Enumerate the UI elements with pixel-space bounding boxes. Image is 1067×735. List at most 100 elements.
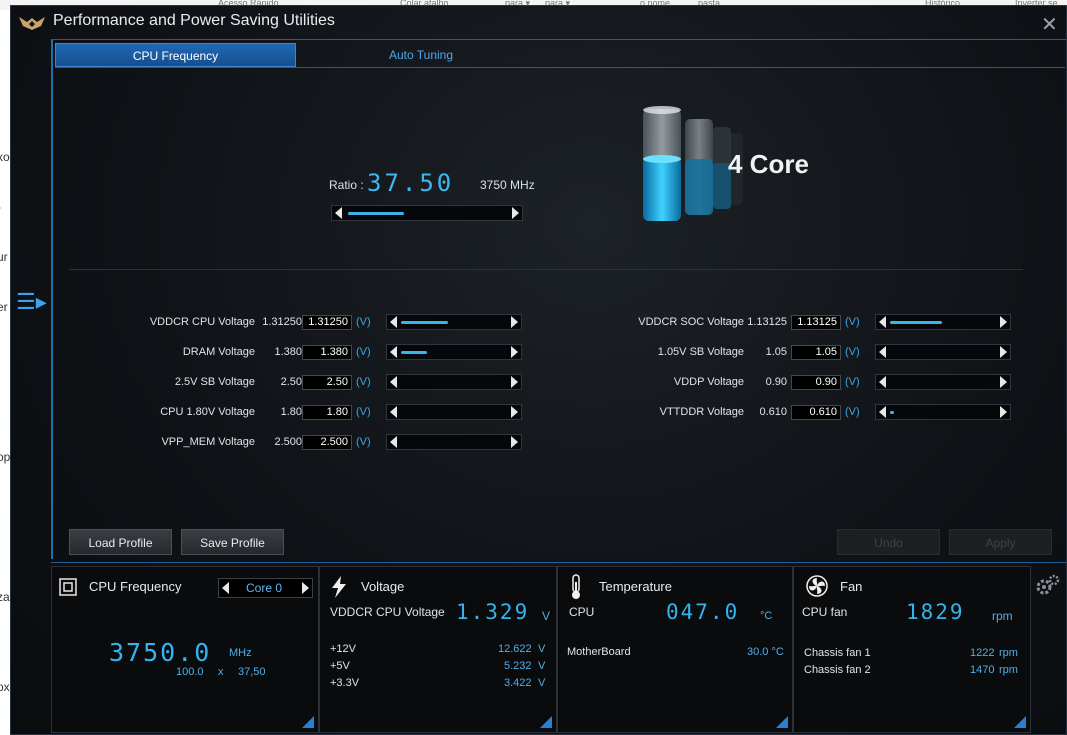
- voltage-slider[interactable]: [386, 344, 522, 360]
- core-selector[interactable]: Core 0: [218, 578, 313, 598]
- separator: [69, 269, 1023, 270]
- window-title: Performance and Power Saving Utilities: [53, 12, 335, 29]
- voltage-slider[interactable]: [875, 344, 1011, 360]
- voltage-input[interactable]: 1.05: [791, 345, 841, 360]
- slider-right-arrow-icon[interactable]: [1000, 406, 1007, 418]
- voltage-current-value: 1.31250: [262, 316, 302, 328]
- slider-left-arrow-icon[interactable]: [390, 376, 397, 388]
- temperature-main-label: CPU: [569, 605, 595, 619]
- tab-cpu-frequency[interactable]: CPU Frequency: [55, 43, 296, 67]
- voltage-label: DRAM Voltage: [182, 346, 255, 358]
- temperature-row-value: 30.0 °C: [747, 646, 784, 658]
- slider-left-arrow-icon[interactable]: [335, 207, 342, 219]
- voltage-unit: (V): [845, 346, 860, 358]
- slider-fill: [401, 321, 448, 324]
- voltage-input[interactable]: 0.610: [791, 405, 841, 420]
- slider-right-arrow-icon[interactable]: [511, 346, 518, 358]
- bg-text: Histórico: [925, 0, 961, 8]
- slider-fill: [348, 212, 404, 215]
- main-panel: [51, 39, 1066, 563]
- menu-expand-icon[interactable]: ☰▸: [16, 289, 47, 314]
- slider-right-arrow-icon[interactable]: [511, 316, 518, 328]
- bg-text: pasta: [698, 0, 721, 8]
- undo-button[interactable]: Undo: [837, 529, 940, 555]
- cpu-frequency-value: 3750.0: [109, 638, 212, 667]
- resize-corner-icon[interactable]: [776, 716, 788, 728]
- voltage-input[interactable]: 2.50: [302, 375, 352, 390]
- fan-main-unit: rpm: [992, 609, 1013, 623]
- load-profile-button[interactable]: Load Profile: [69, 529, 172, 555]
- sidebar: [11, 39, 53, 559]
- voltage-unit: (V): [356, 436, 371, 448]
- voltage-slider[interactable]: [386, 404, 522, 420]
- slider-left-arrow-icon[interactable]: [879, 376, 886, 388]
- slider-left-arrow-icon[interactable]: [879, 406, 886, 418]
- voltage-slider[interactable]: [386, 434, 522, 450]
- slider-right-arrow-icon[interactable]: [511, 376, 518, 388]
- cpu-ratio: 37,50: [238, 666, 266, 678]
- voltage-slider[interactable]: [386, 374, 522, 390]
- bg-text: para ▾: [545, 0, 571, 8]
- bg-text: o nome: [640, 0, 671, 8]
- voltage-main-unit: V: [542, 609, 551, 623]
- voltage-unit: (V): [356, 346, 371, 358]
- voltage-input[interactable]: 1.80: [302, 405, 352, 420]
- voltage-unit: (V): [356, 376, 371, 388]
- slider-right-arrow-icon[interactable]: [511, 436, 518, 448]
- slider-left-arrow-icon[interactable]: [390, 406, 397, 418]
- voltage-slider[interactable]: [875, 314, 1011, 330]
- utility-window: Performance and Power Saving Utilities ✕…: [10, 5, 1067, 735]
- voltage-input[interactable]: 1.31250: [302, 315, 352, 330]
- slider-left-arrow-icon[interactable]: [390, 316, 397, 328]
- core-prev-arrow-icon[interactable]: [222, 582, 229, 594]
- ratio-label: Ratio :: [329, 178, 364, 192]
- voltage-row-value: 3.422: [504, 677, 532, 689]
- bg-text: er: [0, 300, 8, 314]
- ratio-value: 37.50: [367, 169, 455, 197]
- save-profile-button[interactable]: Save Profile: [181, 529, 284, 555]
- slider-right-arrow-icon[interactable]: [1000, 316, 1007, 328]
- apply-button[interactable]: Apply: [949, 529, 1052, 555]
- voltage-label: 2.5V SB Voltage: [174, 376, 255, 388]
- ratio-slider[interactable]: [331, 205, 523, 221]
- fan-icon: [806, 575, 828, 597]
- tuf-logo-icon: [19, 17, 45, 30]
- slider-left-arrow-icon[interactable]: [390, 346, 397, 358]
- voltage-unit: (V): [356, 316, 371, 328]
- resize-corner-icon[interactable]: [540, 716, 552, 728]
- voltage-row-unit: V: [538, 677, 546, 689]
- resize-corner-icon[interactable]: [1014, 716, 1026, 728]
- voltage-slider[interactable]: [386, 314, 522, 330]
- lightning-icon: [332, 576, 346, 598]
- voltage-input[interactable]: 0.90: [791, 375, 841, 390]
- voltage-input[interactable]: 1.13125: [791, 315, 841, 330]
- core-next-arrow-icon[interactable]: [302, 582, 309, 594]
- voltage-row-label: +5V: [330, 660, 350, 672]
- voltage-input[interactable]: 2.500: [302, 435, 352, 450]
- close-icon[interactable]: ✕: [1041, 14, 1058, 36]
- voltage-current-value: 2.500: [274, 436, 302, 448]
- tab-auto-tuning[interactable]: Auto Tuning: [388, 48, 454, 62]
- slider-left-arrow-icon[interactable]: [879, 346, 886, 358]
- voltage-input[interactable]: 1.380: [302, 345, 352, 360]
- slider-right-arrow-icon[interactable]: [512, 207, 519, 219]
- voltage-row-label: +12V: [330, 643, 356, 655]
- voltage-slider[interactable]: [875, 404, 1011, 420]
- voltage-current-value: 0.90: [765, 376, 787, 388]
- slider-left-arrow-icon[interactable]: [390, 436, 397, 448]
- fan-row-value: 1470: [970, 664, 995, 676]
- slider-right-arrow-icon[interactable]: [511, 406, 518, 418]
- voltage-label: VPP_MEM Voltage: [161, 436, 255, 448]
- slider-right-arrow-icon[interactable]: [1000, 346, 1007, 358]
- bg-text: para ▾: [505, 0, 531, 8]
- multiply-symbol: x: [218, 666, 224, 678]
- voltage-slider[interactable]: [875, 374, 1011, 390]
- slider-left-arrow-icon[interactable]: [879, 316, 886, 328]
- bg-text: op: [0, 450, 10, 464]
- fan-row-unit: rpm: [999, 664, 1018, 676]
- gear-icon[interactable]: [1035, 573, 1061, 599]
- fan-row-label: Chassis fan 2: [804, 664, 871, 676]
- voltage-row-unit: V: [538, 660, 546, 672]
- slider-right-arrow-icon[interactable]: [1000, 376, 1007, 388]
- resize-corner-icon[interactable]: [302, 716, 314, 728]
